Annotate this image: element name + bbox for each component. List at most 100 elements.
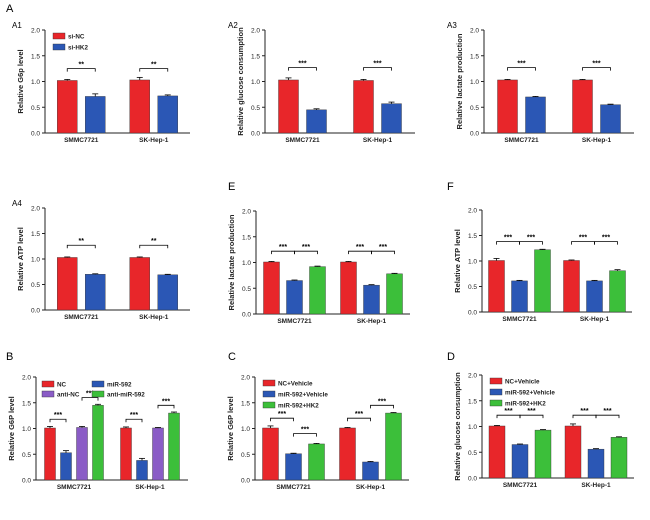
significance-bracket [496,241,520,245]
bar-mir-592-hk2-smmc7721 [309,266,326,315]
y-axis-label: Relative ATP level [453,229,462,293]
legend-label: miR-592 [107,382,132,389]
significance-bracket [582,67,611,71]
bar-mir-592-vehicle-sk-hep-1 [587,448,605,479]
bar-nc-vehicle-sk-hep-1 [339,427,356,481]
bar-si-nc-sk-hep-1 [353,80,374,134]
y-tick-label: 0.5 [31,282,40,289]
bar-anti-mir-592-sk-hep-1 [168,412,180,481]
y-tick-label: 2.0 [31,28,40,35]
panel-letter-A1: A1 [12,21,22,30]
bar-nc-vehicle-sk-hep-1 [563,260,580,313]
significance-label: *** [298,61,306,68]
legend-swatch [489,377,503,385]
bar-nc-smmc7721 [44,427,56,481]
significance-bracket [571,241,595,245]
significance-bracket [519,414,544,419]
legend-swatch [41,380,55,388]
significance-label: *** [504,235,512,242]
bar-anti-nc-smmc7721 [76,427,88,481]
bar-si-nc-sk-hep-1 [572,79,593,134]
panel-letter-A: A [6,3,14,15]
significance-label: *** [130,412,138,419]
y-tick-label: 0.0 [31,131,40,138]
y-tick-label: 0.5 [241,452,250,459]
significance-bracket [270,417,294,422]
significance-label: *** [54,412,62,419]
bar-si-hk2-sk-hep-1 [600,104,621,134]
y-tick-label: 1.5 [470,53,479,60]
chart-panel-C: 0.0 0.5 1.0 1.5 2.0 Relative G6P level SMMC772… [226,375,409,491]
chart-panel-A3: 0.0 0.5 1.0 1.5 2.0 Relative lactate producti… [455,28,634,144]
significance-bracket [81,397,99,401]
y-tick-label: 0.5 [242,286,251,293]
bar-mir-592-hk2-sk-hep-1 [386,273,403,315]
legend-label: si-HK2 [68,45,88,52]
y-tick-label: 1.0 [470,79,479,86]
bar-mir-592-smmc7721 [60,452,72,481]
y-axis-label: Relative G6P level [7,396,16,461]
y-tick-label: 1.5 [31,231,40,238]
bar-mir-592-vehicle-smmc7721 [286,280,303,315]
y-tick-label: 0.0 [251,131,260,138]
bar-anti-nc-sk-hep-1 [152,427,164,481]
bar-mir-592-vehicle-sk-hep-1 [363,284,380,315]
panel-letter-E: E [228,181,235,193]
charts-layer: 0.0 0.5 1.0 1.5 2.0 Relative G6p level SMMC772… [7,27,634,491]
legend-swatch [489,388,503,396]
y-tick-label: 2.0 [468,373,477,380]
bar-mir-592-vehicle-smmc7721 [511,444,529,479]
significance-label: *** [603,408,611,415]
y-tick-label: 0.5 [468,450,477,457]
significance-label: *** [86,391,94,398]
bar-si-hk2-sk-hep-1 [157,274,178,311]
significance-label: ** [79,238,85,245]
legend-swatch [52,32,66,40]
bar-nc-vehicle-sk-hep-1 [564,425,582,479]
significance-label: *** [378,398,386,405]
significance-bracket [139,68,169,72]
y-axis-label: Relative glucose consumption [236,27,245,136]
bar-si-nc-smmc7721 [278,79,299,134]
significance-bracket [572,414,597,419]
y-tick-label: 1.0 [241,426,250,433]
significance-label: *** [162,398,170,405]
y-tick-label: 0.5 [22,452,31,459]
significance-label: *** [527,235,535,242]
y-tick-label: 1.0 [251,79,260,86]
bar-nc-vehicle-smmc7721 [488,425,506,479]
bar-si-nc-sk-hep-1 [129,257,150,311]
y-tick-label: 0.0 [242,312,251,319]
legend-swatch [91,380,105,388]
significance-bracket [595,414,620,419]
significance-bracket [293,433,317,437]
significance-bracket [594,241,618,245]
category-label: SK-Hep-1 [139,137,169,144]
y-tick-label: 1.5 [251,53,260,60]
bar-nc-vehicle-smmc7721 [488,260,505,313]
chart-panel-D: 0.0 0.5 1.0 1.5 2.0 Relative glucose consumpt… [453,372,634,489]
y-axis-label: Relative glucose consumption [453,372,462,481]
y-tick-label: 1.5 [31,53,40,60]
bar-nc-sk-hep-1 [120,427,132,481]
bar-si-nc-sk-hep-1 [129,79,150,134]
category-label: SK-Hep-1 [363,137,393,144]
y-tick-label: 1.0 [468,259,477,266]
bar-nc-vehicle-smmc7721 [263,261,280,315]
category-label: SMMC7721 [285,137,320,144]
y-tick-label: 2.0 [31,206,40,213]
bar-mir-592-hk2-smmc7721 [534,249,551,313]
significance-label: ** [151,62,157,69]
category-label: SK-Hep-1 [357,318,387,325]
panel-letter-A2: A2 [228,21,238,30]
panel-letter-D: D [447,351,455,363]
panel-letter-A3: A3 [447,21,457,30]
bar-mir-592-hk2-sk-hep-1 [610,437,628,479]
y-tick-label: 2.0 [242,209,251,216]
bar-nc-vehicle-sk-hep-1 [340,261,357,315]
y-tick-label: 1.0 [242,260,251,267]
y-tick-label: 2.0 [241,375,250,382]
significance-label: *** [279,244,287,251]
category-label: SK-Hep-1 [580,316,610,323]
significance-label: *** [517,61,525,68]
